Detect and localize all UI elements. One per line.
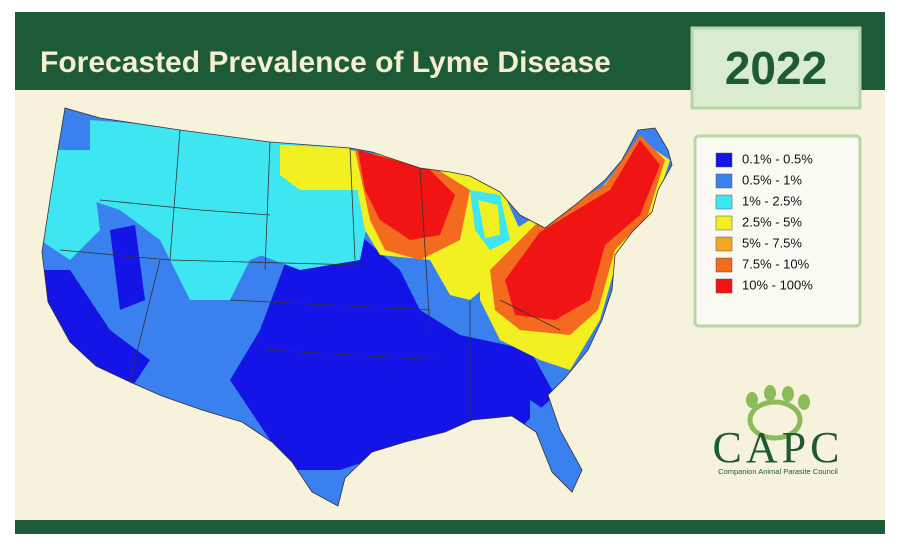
logo-toe [746,392,758,408]
map-region [42,150,100,260]
legend-box [693,134,862,328]
legend-label: 10% - 100% [742,277,813,292]
legend-swatch [715,236,733,252]
logo: CAPC Companion Animal Parasite Council [713,385,844,476]
legend-swatch [715,257,733,273]
legend-label: 1% - 2.5% [742,193,802,208]
map-region [110,225,145,310]
legend-label: 0.1% - 0.5% [742,151,813,166]
map-region [280,145,360,190]
legend-swatch [715,278,733,294]
logo-toe [782,386,794,402]
state-borders [59,129,561,420]
map-region [530,400,582,490]
map-region [230,235,555,470]
logo-name: CAPC [713,423,844,472]
legend-swatch [715,152,733,168]
map-region [478,200,500,238]
title: Forecasted Prevalence of Lyme Disease [40,46,611,79]
year-box [690,26,862,110]
map-region [358,150,455,240]
legend-label: 2.5% - 5% [742,214,802,229]
legend-label: 0.5% - 1% [742,172,802,187]
logo-toe [798,394,810,410]
year: 2022 [725,42,827,94]
footer-band [15,520,885,534]
logo-toe [764,385,776,401]
legend-label: 7.5% - 10% [742,256,810,271]
legend-swatch [715,194,733,210]
map-region [42,270,150,390]
legend-label: 5% - 7.5% [742,235,802,250]
map-region [505,140,660,320]
logo-subtitle: Companion Animal Parasite Council [718,467,838,476]
legend-swatch [715,173,733,189]
logo-paw [747,399,803,441]
legend-swatch [715,215,733,231]
legend: 0.1% - 0.5% 0.5% - 1% 1% - 2.5% 2.5% - 5% 5%… [693,134,862,328]
